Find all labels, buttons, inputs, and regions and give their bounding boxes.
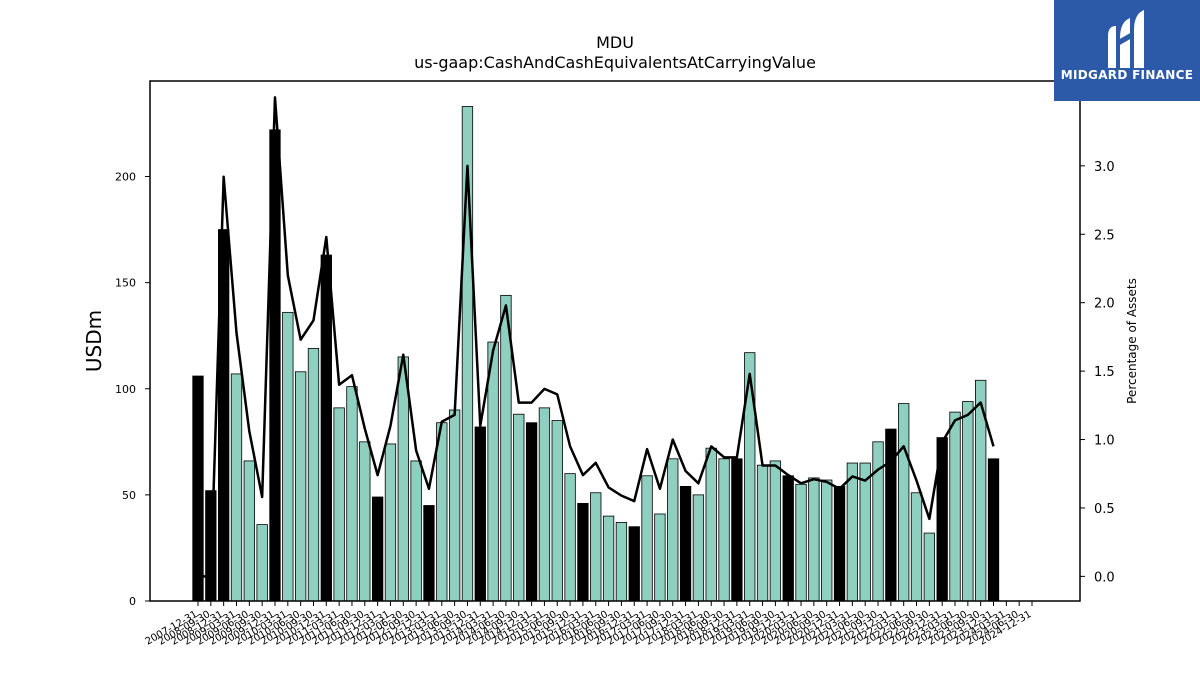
bar xyxy=(667,458,679,602)
bar xyxy=(885,428,897,602)
bar xyxy=(538,407,551,602)
chart-title-line1: MDU xyxy=(596,33,634,52)
bar xyxy=(923,532,935,602)
bar xyxy=(448,409,461,602)
pct-assets-line xyxy=(198,96,995,578)
bar xyxy=(294,371,307,602)
bars-group xyxy=(192,106,1000,602)
bar xyxy=(654,513,666,602)
bar xyxy=(397,356,409,602)
bar xyxy=(987,458,1000,602)
y-axis-label-left: USDm xyxy=(82,310,106,372)
bar xyxy=(628,526,640,602)
bar xyxy=(641,475,653,602)
bar xyxy=(359,441,371,602)
bar xyxy=(795,483,807,602)
bar xyxy=(808,477,820,602)
bar xyxy=(731,458,743,602)
bar xyxy=(487,341,499,602)
bar xyxy=(602,515,615,602)
bar xyxy=(910,492,923,602)
bar xyxy=(756,464,769,602)
bar xyxy=(705,447,717,602)
y-tick-label-right: 0.5 xyxy=(1094,502,1115,517)
chart-title-line2: us-gaap:CashAndCashEquivalentsAtCarrying… xyxy=(414,53,816,72)
bar xyxy=(230,373,243,602)
bar xyxy=(769,460,782,602)
bar xyxy=(898,403,910,602)
bar xyxy=(256,524,268,602)
bar xyxy=(564,473,576,602)
bar xyxy=(859,462,871,602)
bar xyxy=(282,311,294,602)
bar xyxy=(513,413,525,602)
bar xyxy=(551,420,563,602)
line-group xyxy=(198,96,995,578)
y-tick-label-right: 3.0 xyxy=(1094,160,1115,175)
y-tick-label-left: 200 xyxy=(115,171,136,184)
bar xyxy=(718,458,730,602)
bar xyxy=(243,460,255,602)
bar xyxy=(423,505,435,602)
bar xyxy=(679,485,692,602)
bar xyxy=(371,496,384,602)
y-tick-label-left: 0 xyxy=(129,595,136,608)
bar xyxy=(590,492,602,602)
y-tick-label-right: 2.5 xyxy=(1094,228,1115,243)
bar xyxy=(333,407,345,602)
chart-title: MDU us-gaap:CashAndCashEquivalentsAtCarr… xyxy=(414,33,816,72)
y-tick-label-right: 1.5 xyxy=(1094,365,1115,380)
brand-logo-text: MIDGARD FINANCE xyxy=(1060,68,1194,82)
bar xyxy=(833,485,846,602)
plot-frame xyxy=(149,80,1081,602)
x-axis: 2007-12-312008-09-302008-12-312009-03-31… xyxy=(144,601,1034,648)
bar xyxy=(346,386,358,602)
bar xyxy=(192,375,204,602)
bar xyxy=(384,443,397,602)
bar xyxy=(615,522,628,602)
bar xyxy=(307,348,320,602)
bar xyxy=(474,426,486,602)
bar xyxy=(962,401,974,602)
y-axis-label-right: Percentage of Assets xyxy=(1125,278,1139,404)
bar xyxy=(782,475,794,602)
y-axis-left: 0 50 100 150 200 xyxy=(115,171,150,608)
brand-logo: MIDGARD FINANCE xyxy=(1054,0,1200,101)
bar xyxy=(692,494,705,602)
y-tick-label-right: 0.0 xyxy=(1094,570,1115,585)
midgard-logo-icon xyxy=(1108,10,1144,68)
bar xyxy=(821,479,833,602)
y-tick-label-left: 50 xyxy=(122,489,136,502)
bar xyxy=(525,422,538,602)
y-tick-label-left: 100 xyxy=(115,383,136,396)
y-tick-label-right: 2.0 xyxy=(1094,297,1115,312)
bar xyxy=(949,411,961,602)
y-tick-label-right: 1.0 xyxy=(1094,434,1115,449)
y-tick-label-left: 150 xyxy=(115,277,136,290)
bar xyxy=(846,462,859,602)
bar xyxy=(577,502,589,602)
bar xyxy=(410,460,422,602)
y-axis-right: 0.0 0.5 1.0 1.5 2.0 2.5 3.0 xyxy=(1080,160,1115,585)
bar xyxy=(872,441,884,602)
bar xyxy=(320,254,332,602)
bar xyxy=(436,422,448,602)
